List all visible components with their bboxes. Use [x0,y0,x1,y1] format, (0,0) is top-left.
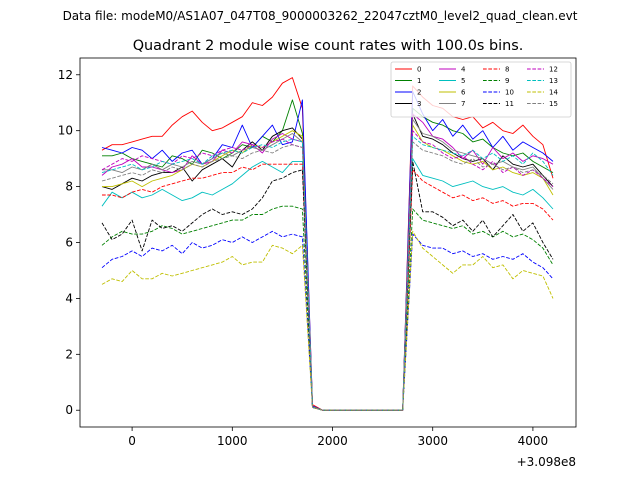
series-line-10 [101,230,554,411]
chart-title: Quadrant 2 module wise count rates with … [133,38,524,54]
y-tick-label: 8 [65,180,73,194]
plot-marks [101,77,554,411]
y-tick-label: 2 [65,347,73,361]
series-line-5 [101,158,554,411]
data-file-suptitle: Data file: modeM0/AS1A07_047T08_90000032… [63,9,578,23]
legend-label-0: 0 [417,66,421,74]
series-line-6 [102,124,554,411]
legend-label-1: 1 [417,77,421,85]
legend-label-4: 4 [461,66,466,74]
series-line-9 [101,205,554,411]
x-axis-offset-label: +3.098e8 [517,455,576,469]
legend-label-5: 5 [461,77,465,85]
x-tick-label: 1000 [217,434,248,448]
legend-label-14: 14 [549,89,558,97]
legend-label-12: 12 [549,66,558,74]
series-line-14 [101,230,554,411]
series-line-13 [101,135,554,411]
y-tick-label: 10 [58,124,73,138]
legend-box [390,61,572,118]
y-tick-label: 12 [58,68,73,82]
legend-label-6: 6 [461,89,466,97]
series-line-15 [101,141,554,411]
legend-label-15: 15 [549,100,558,108]
series-line-0 [101,77,554,411]
series-line-1 [102,99,554,411]
legend-label-10: 10 [505,89,514,97]
legend-label-7: 7 [461,100,465,108]
series-line-11 [101,160,554,411]
y-tick-label: 0 [65,403,73,417]
legend-label-8: 8 [505,66,509,74]
y-tick-label: 4 [65,291,73,305]
x-tick-label: 4000 [518,434,549,448]
legend-label-11: 11 [505,100,514,108]
x-tick-label: 3000 [417,434,448,448]
legend-label-13: 13 [549,77,558,85]
series-line-2 [101,91,554,411]
legend-label-2: 2 [417,89,421,97]
x-tick-label: 2000 [317,434,348,448]
legend-label-9: 9 [505,77,509,85]
x-tick-label: 0 [128,434,136,448]
legend-label-3: 3 [417,100,421,108]
series-line-8 [102,163,554,411]
y-tick-label: 6 [65,236,73,250]
